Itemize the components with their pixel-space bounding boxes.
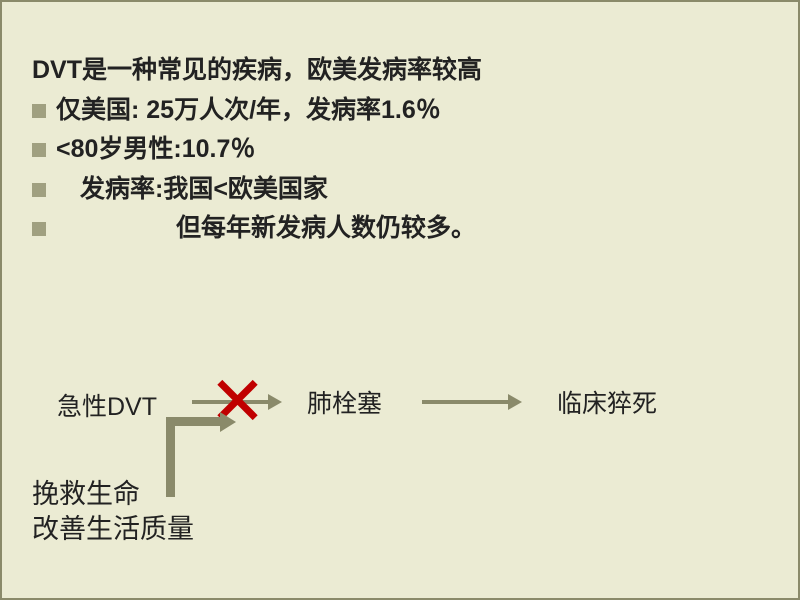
flow-node-death: 临床猝死 xyxy=(557,384,657,420)
bullet-icon xyxy=(32,222,46,236)
bullet-icon xyxy=(32,183,46,197)
bullet-row: DVT是一种常见的疾病，欧美发病率较高 xyxy=(32,52,768,90)
bottom-text-block: 挽救生命 改善生活质量 xyxy=(32,477,194,547)
arrow-icon xyxy=(422,397,522,407)
bullet-icon xyxy=(32,143,46,157)
bullet-text: DVT是一种常见的疾病，欧美发病率较高 xyxy=(32,52,482,90)
bullet-row: <80岁男性:10.7％ xyxy=(32,131,768,169)
bottom-line-2: 改善生活质量 xyxy=(32,512,194,547)
bottom-line-1: 挽救生命 xyxy=(32,477,194,512)
bullet-row: 但每年新发病人数仍较多。 xyxy=(32,210,768,248)
arrow-head-icon xyxy=(268,394,282,410)
bullet-text: 发病率:我国<欧美国家 xyxy=(80,171,328,209)
bullet-text: 但每年新发病人数仍较多。 xyxy=(176,210,476,248)
bullet-list: DVT是一种常见的疾病，欧美发病率较高 仅美国: 25万人次/年，发病率1.6％… xyxy=(32,52,768,248)
arrow-head-icon xyxy=(220,412,236,432)
flow-node-acute-dvt: 急性DVT xyxy=(57,387,157,423)
bullet-row: 仅美国: 25万人次/年，发病率1.6％ xyxy=(32,92,768,130)
bullet-icon xyxy=(32,104,46,118)
arrow-head-icon xyxy=(508,394,522,410)
elbow-horizontal xyxy=(166,417,226,426)
slide-frame: DVT是一种常见的疾病，欧美发病率较高 仅美国: 25万人次/年，发病率1.6％… xyxy=(0,0,800,600)
arrow-shaft xyxy=(422,400,510,404)
bullet-text: <80岁男性:10.7％ xyxy=(56,131,255,169)
bullet-row: 发病率:我国<欧美国家 xyxy=(32,171,768,209)
flow-node-pe: 肺栓塞 xyxy=(307,384,382,420)
bullet-text: 仅美国: 25万人次/年，发病率1.6％ xyxy=(56,92,441,130)
